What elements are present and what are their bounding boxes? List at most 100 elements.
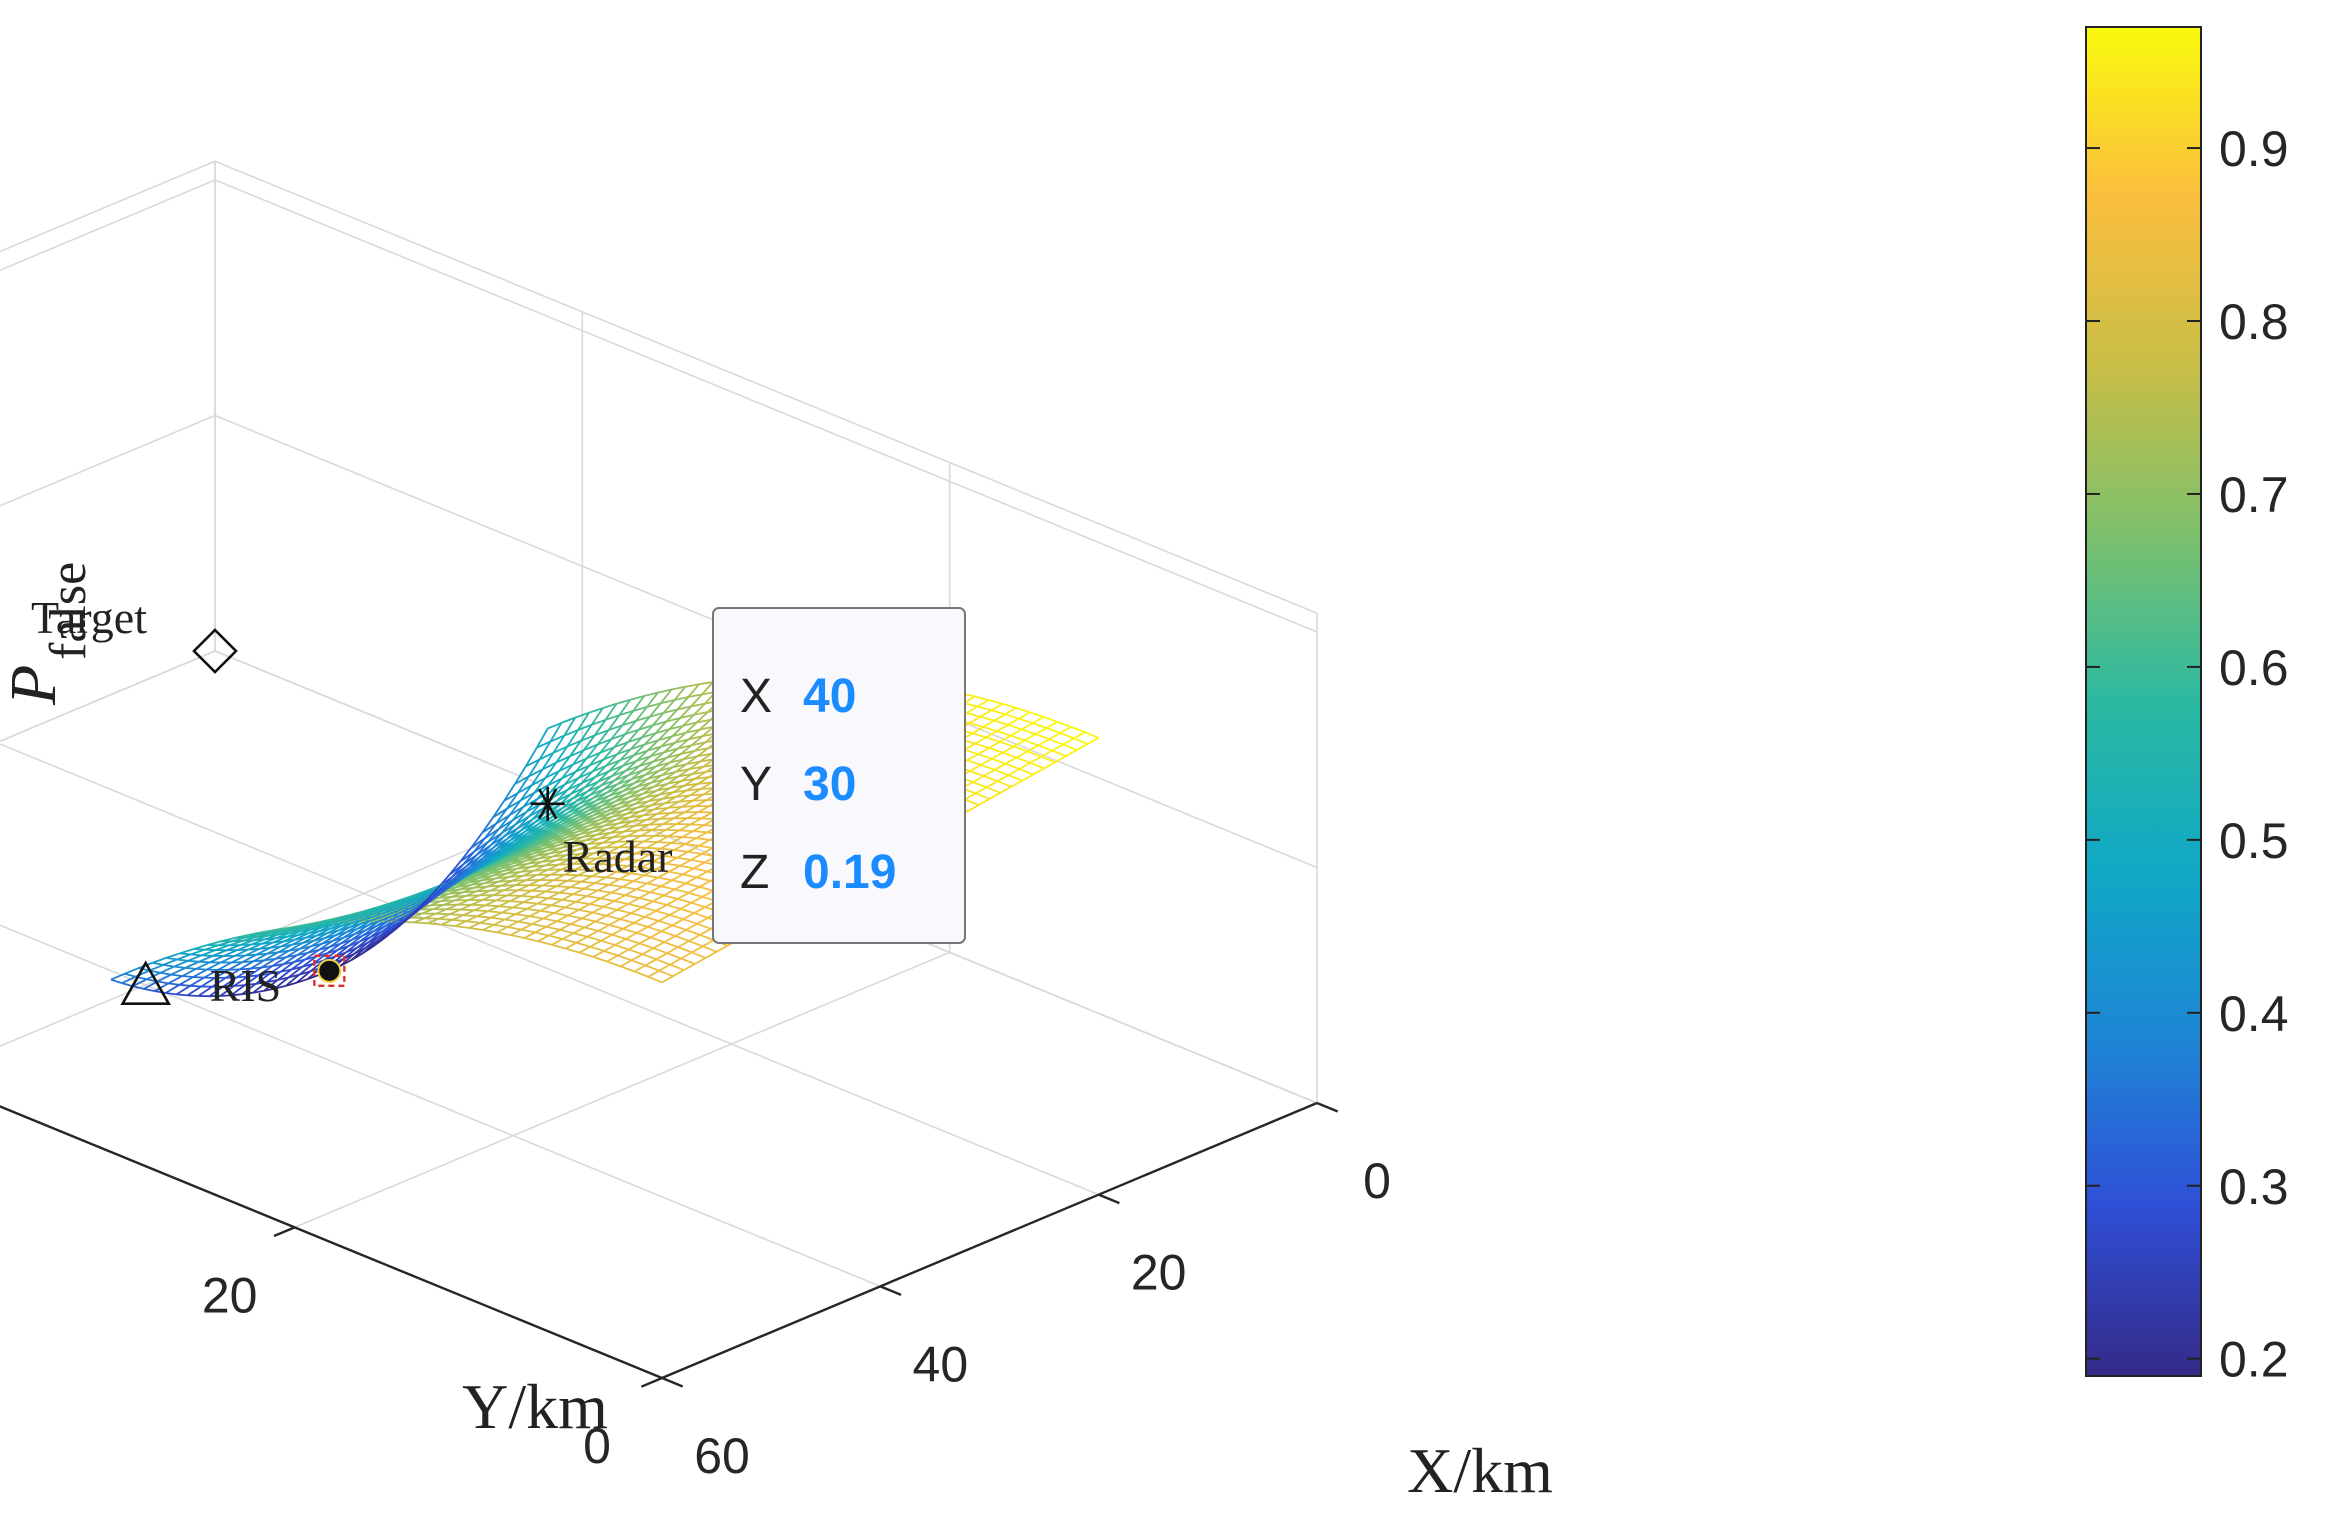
surface-line bbox=[1049, 739, 1063, 744]
surface-line bbox=[502, 913, 516, 915]
surface-line bbox=[975, 737, 986, 743]
surface-line bbox=[521, 896, 535, 897]
surface-line bbox=[674, 850, 688, 852]
surface-line bbox=[659, 971, 673, 977]
surface-line bbox=[1055, 756, 1066, 762]
surface-line bbox=[653, 948, 667, 953]
surface-line bbox=[505, 920, 519, 922]
surface-line bbox=[538, 941, 552, 945]
surface-line bbox=[552, 939, 563, 945]
surface-line bbox=[1022, 729, 1036, 734]
surface-line bbox=[686, 877, 697, 883]
surface-line bbox=[111, 974, 125, 980]
surface-line bbox=[686, 930, 700, 935]
surface-line bbox=[587, 891, 598, 897]
surface-line bbox=[1038, 739, 1049, 745]
surface-line bbox=[695, 958, 706, 964]
surface-line bbox=[598, 891, 612, 893]
surface-line bbox=[166, 958, 177, 960]
surface-line bbox=[1036, 728, 1047, 734]
surface-line bbox=[994, 714, 1005, 720]
surface-line bbox=[477, 911, 488, 916]
surface-line bbox=[535, 927, 546, 933]
surface-line bbox=[535, 897, 549, 898]
colorbar-tick-label: 0.3 bbox=[2219, 1159, 2289, 1215]
surface-line bbox=[972, 733, 986, 737]
surface-line bbox=[651, 937, 665, 942]
surface-line bbox=[992, 753, 1003, 759]
surface-line bbox=[685, 838, 696, 844]
surface-line bbox=[573, 894, 587, 896]
surface-line bbox=[581, 882, 595, 883]
surface-line bbox=[636, 889, 650, 892]
surface-line bbox=[620, 913, 631, 919]
surface-line bbox=[604, 901, 615, 907]
surface-line bbox=[1063, 745, 1077, 751]
surface-line bbox=[662, 925, 673, 931]
surface-line bbox=[596, 916, 607, 922]
surface-line bbox=[584, 883, 595, 889]
surface-line bbox=[1074, 732, 1085, 738]
surface-line bbox=[193, 977, 204, 978]
surface-line bbox=[480, 918, 491, 923]
surface-line bbox=[568, 910, 579, 916]
surface-line bbox=[251, 944, 262, 945]
surface-line bbox=[632, 954, 643, 960]
surface-line bbox=[182, 976, 193, 977]
surface-line bbox=[480, 923, 494, 925]
x-axis-tick bbox=[1099, 1195, 1120, 1204]
surface-line bbox=[1074, 738, 1088, 744]
x-axis-tick bbox=[662, 1378, 683, 1387]
surface-line bbox=[691, 854, 702, 860]
surface-line bbox=[689, 893, 703, 897]
surface-line bbox=[546, 886, 557, 891]
surface-line bbox=[235, 937, 246, 938]
surface-line bbox=[692, 946, 703, 952]
surface-line bbox=[598, 925, 609, 931]
surface-line bbox=[562, 900, 576, 902]
surface-line bbox=[587, 937, 601, 941]
surface-line bbox=[617, 904, 628, 910]
surface-line bbox=[166, 953, 180, 958]
surface-line bbox=[1002, 704, 1016, 708]
surface-line bbox=[483, 930, 497, 932]
colorbar-tick-label: 0.2 bbox=[2219, 1332, 2289, 1388]
surface-line bbox=[543, 913, 554, 919]
surface-line bbox=[681, 909, 695, 913]
surface-line bbox=[1038, 745, 1052, 750]
surface-line bbox=[543, 886, 557, 887]
surface-line bbox=[643, 948, 654, 954]
surface-line bbox=[620, 919, 634, 923]
surface-line bbox=[524, 897, 535, 902]
surface-line bbox=[643, 954, 657, 959]
surface-line bbox=[1022, 723, 1033, 729]
x-axis-line bbox=[662, 1103, 1317, 1378]
surface-line bbox=[678, 941, 689, 947]
surface-line bbox=[968, 805, 979, 811]
surface-line bbox=[626, 933, 637, 939]
surface-line bbox=[265, 938, 276, 939]
surface-line bbox=[659, 915, 670, 921]
surface-line bbox=[682, 831, 693, 837]
surface-line bbox=[511, 935, 525, 938]
surface-line bbox=[582, 913, 593, 919]
surface-line bbox=[690, 818, 701, 824]
surface-line bbox=[540, 911, 554, 913]
surface-line bbox=[693, 831, 707, 832]
surface-line bbox=[598, 931, 612, 935]
x-tick-label: 20 bbox=[1131, 1245, 1187, 1301]
surface-line bbox=[513, 907, 527, 909]
surface-line bbox=[576, 896, 587, 902]
surface-line bbox=[450, 914, 464, 915]
surface-line bbox=[615, 939, 626, 945]
surface-line bbox=[975, 696, 989, 700]
surface-line bbox=[177, 960, 188, 961]
surface-line bbox=[314, 938, 325, 941]
surface-line bbox=[246, 937, 257, 938]
surface-line bbox=[554, 913, 568, 916]
surface-line bbox=[628, 904, 642, 907]
surface-line bbox=[997, 725, 1008, 731]
surface-line bbox=[637, 933, 651, 938]
surface-line bbox=[681, 903, 692, 909]
surface-line bbox=[527, 904, 538, 909]
